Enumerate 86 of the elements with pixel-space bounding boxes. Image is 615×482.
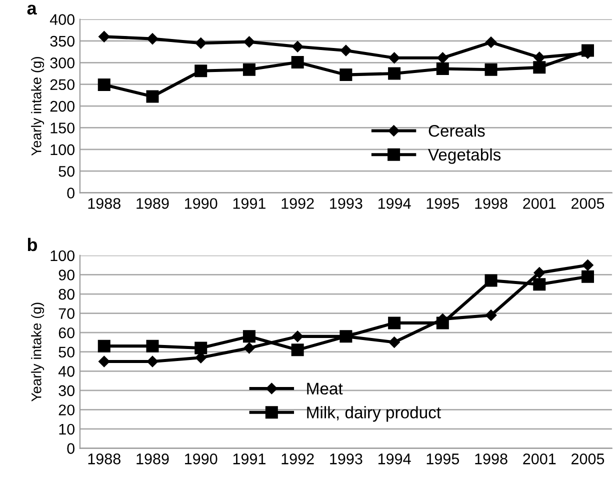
point xyxy=(581,270,594,283)
point xyxy=(244,36,255,48)
point xyxy=(292,330,304,342)
x-tick-label: 1991 xyxy=(233,198,266,209)
x-tick-label: 1993 xyxy=(330,454,362,464)
point xyxy=(437,52,448,64)
point xyxy=(436,62,449,75)
x-tick-label: 1990 xyxy=(185,198,218,209)
point xyxy=(582,259,594,271)
y-tick-label: 100 xyxy=(50,250,74,262)
y-tick-label: 40 xyxy=(58,366,74,377)
point xyxy=(340,44,352,56)
x-tick-label: 1998 xyxy=(475,198,508,209)
x-tick-label: 1989 xyxy=(136,454,169,464)
point xyxy=(388,67,401,80)
point xyxy=(98,356,110,368)
point xyxy=(195,38,206,49)
point xyxy=(292,41,304,52)
y-tick-label: 0 xyxy=(67,443,74,454)
x-tick-label: 1998 xyxy=(475,454,508,464)
point xyxy=(534,267,545,278)
y-axis-title: Yearly intake (g) xyxy=(31,56,44,156)
y-tick-label: 10 xyxy=(59,424,74,435)
point xyxy=(194,342,208,354)
point xyxy=(146,340,159,352)
point xyxy=(533,278,546,291)
point xyxy=(194,64,208,78)
x-tick-label: 1994 xyxy=(378,198,411,209)
point xyxy=(242,63,256,76)
x-tick-label: 1988 xyxy=(88,454,120,464)
y-tick-label: 0 xyxy=(67,188,74,198)
y-tick-label: 200 xyxy=(50,100,74,112)
x-tick-label: 1992 xyxy=(282,454,314,464)
legend-label: Vegetabls xyxy=(428,148,501,164)
x-tick-label: 2005 xyxy=(572,198,604,209)
point xyxy=(98,78,110,92)
point xyxy=(146,90,159,103)
y-tick-label: 50 xyxy=(58,166,74,177)
point xyxy=(98,31,110,42)
x-tick-label: 1990 xyxy=(185,454,218,464)
chart-title: a xyxy=(27,4,37,15)
y-tick-label: 80 xyxy=(58,288,74,300)
x-tick-label: 2005 xyxy=(572,454,604,464)
point xyxy=(244,342,255,354)
y-tick-label: 100 xyxy=(50,144,74,156)
legend-label: Cereals xyxy=(428,124,485,137)
point xyxy=(291,344,304,356)
point xyxy=(533,61,546,74)
point xyxy=(242,330,256,343)
point xyxy=(340,68,352,82)
y-tick-label: 150 xyxy=(50,122,74,134)
legend-label: Meat xyxy=(307,382,343,395)
y-tick-label: 70 xyxy=(58,308,74,319)
point xyxy=(146,356,158,368)
x-tick-label: 1995 xyxy=(426,198,460,209)
x-tick-label: 1991 xyxy=(233,454,266,464)
point xyxy=(485,310,497,321)
y-tick-label: 20 xyxy=(58,404,74,416)
point xyxy=(388,336,400,348)
y-tick-label: 350 xyxy=(50,36,74,47)
x-tick-label: 1995 xyxy=(426,454,460,464)
point xyxy=(98,340,110,352)
y-tick-label: 30 xyxy=(58,385,74,396)
point xyxy=(484,63,498,76)
point xyxy=(388,52,400,64)
x-tick-label: 1989 xyxy=(136,198,169,209)
y-tick-label: 300 xyxy=(50,58,74,68)
point xyxy=(291,56,304,68)
x-tick-label: 2001 xyxy=(523,198,556,209)
y-tick-label: 400 xyxy=(50,14,74,25)
legend-label: Milk, dairy product xyxy=(307,406,441,422)
y-tick-label: 90 xyxy=(58,270,74,280)
point xyxy=(485,36,497,48)
x-tick-label: 2001 xyxy=(523,454,556,464)
x-tick-label: 1988 xyxy=(88,198,120,209)
point xyxy=(388,316,401,330)
point xyxy=(146,33,158,44)
x-tick-label: 1993 xyxy=(330,198,362,209)
y-axis-title: Yearly intake (g) xyxy=(31,302,44,402)
y-tick-label: 50 xyxy=(58,346,74,358)
point xyxy=(484,274,498,287)
x-tick-label: 1992 xyxy=(282,198,314,209)
chart-title: b xyxy=(28,238,38,252)
y-tick-label: 250 xyxy=(50,79,74,90)
x-tick-label: 1994 xyxy=(378,454,411,464)
y-tick-label: 60 xyxy=(58,327,74,338)
